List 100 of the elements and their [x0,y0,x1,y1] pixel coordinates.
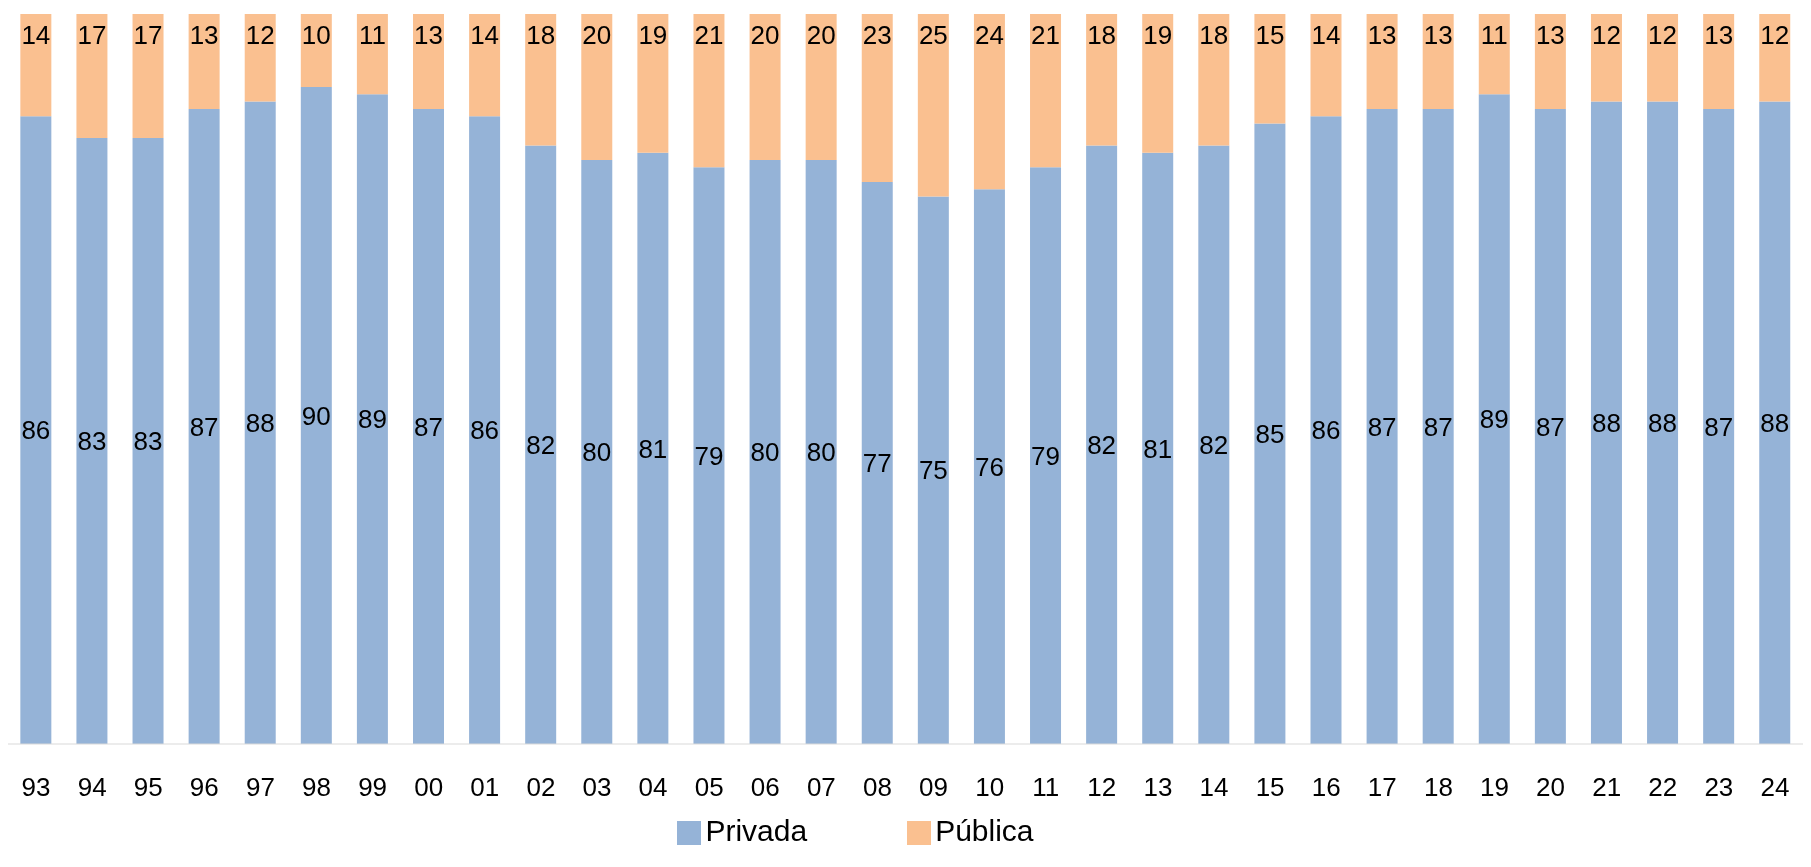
x-tick-label: 03 [582,772,612,803]
data-label: 21 [1031,20,1060,51]
bar [1366,14,1398,109]
data-label: 79 [1031,440,1060,471]
bar [1534,14,1566,109]
bar [1142,152,1174,744]
bar [749,160,781,744]
x-tick-label: 12 [1087,772,1117,803]
bar [20,14,52,117]
data-label: 13 [1367,20,1397,51]
data-label: 82 [1087,429,1117,460]
x-tick-label: 20 [1536,772,1566,803]
bar [132,14,164,139]
data-label: 80 [806,437,836,468]
x-tick-label: 09 [919,772,949,803]
data-label: 13 [1535,20,1565,51]
data-label: 87 [1535,411,1565,442]
x-tick-label: 05 [694,772,724,803]
data-label: 24 [974,20,1004,51]
data-label: 82 [526,429,556,460]
bar [693,14,725,168]
bar [413,14,444,109]
data-label: 25 [918,20,948,51]
bar [1759,101,1791,744]
data-label: 75 [918,455,948,486]
bar [1254,14,1286,124]
bar [132,138,164,744]
data-label: 86 [21,415,51,446]
data-label: 10 [301,20,331,51]
bar [469,116,501,744]
data-label: 87 [189,411,219,442]
data-label: 18 [1199,20,1229,51]
bar [356,14,388,95]
data-label: 77 [862,448,892,479]
bar [1703,108,1735,744]
data-label: 89 [357,404,387,435]
x-tick-label: 19 [1480,772,1509,803]
data-label: 85 [1255,418,1285,449]
data-label: 88 [1648,408,1678,439]
data-label: 12 [1592,20,1621,51]
bar [1422,108,1454,744]
x-tick-label: 22 [1648,772,1678,803]
data-label: 86 [1311,415,1341,446]
x-tick-label: 04 [638,772,668,803]
data-label: 86 [470,415,500,446]
x-tick-label: 93 [21,772,51,803]
x-tick-label: 07 [806,772,836,803]
bar [525,14,557,146]
bar [861,181,893,744]
data-label: 79 [694,440,724,471]
bar [469,14,501,117]
data-label: 12 [1648,20,1678,51]
bar [749,14,781,160]
bar [1422,14,1454,109]
bar [805,14,837,160]
x-tick-label: 14 [1199,772,1229,803]
bar [76,14,108,139]
bar [805,160,837,744]
data-label: 17 [133,20,163,51]
data-label: 13 [189,20,219,51]
bar [76,138,108,744]
data-label: 12 [245,20,275,51]
bar [1478,14,1510,95]
x-tick-label: 23 [1704,772,1734,803]
data-label: 17 [77,20,107,51]
data-label: 88 [1760,408,1790,439]
x-tick-label: 21 [1592,772,1622,803]
bar [973,14,1005,190]
x-tick-label: 13 [1143,772,1173,803]
bar [581,14,613,160]
x-tick-label: 18 [1423,772,1453,803]
bar [1142,14,1174,153]
bar [1310,14,1342,117]
data-label: 87 [1423,411,1453,442]
data-label: 88 [1592,408,1621,439]
bar [1086,14,1118,146]
bar [917,14,949,197]
data-label: 23 [862,20,892,51]
x-tick-label: 16 [1311,772,1341,803]
data-label: 14 [1311,20,1341,51]
bar [1310,116,1342,744]
x-tick-label: 00 [414,772,444,803]
x-tick-label: 95 [133,772,163,803]
data-label: 20 [750,20,780,51]
bar [244,101,276,744]
bar [1366,108,1398,744]
data-label: 11 [358,20,386,51]
x-tick-label: 24 [1760,772,1790,803]
bar [1647,101,1679,744]
data-label: 13 [1704,20,1734,51]
x-tick-label: 11 [1032,772,1060,803]
bar [1254,123,1286,744]
bar [1534,108,1566,744]
data-label: 80 [750,437,780,468]
bar [525,145,557,744]
data-label: 18 [526,20,556,51]
bar [1590,14,1622,102]
bar [413,108,444,744]
bar [917,196,949,744]
data-label: 18 [1087,20,1117,51]
